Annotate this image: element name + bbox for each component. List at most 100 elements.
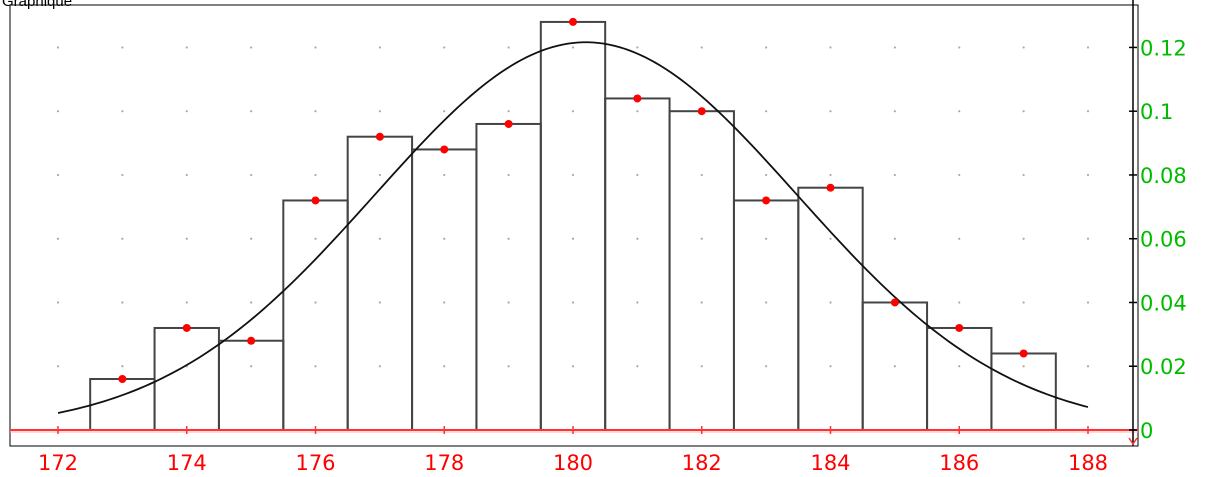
grid-dot bbox=[893, 110, 896, 113]
grid-dot bbox=[958, 173, 961, 177]
x-tick-label: 178 bbox=[424, 451, 464, 475]
grid-dot bbox=[507, 365, 510, 368]
grid-dot bbox=[636, 110, 639, 113]
data-point bbox=[1019, 349, 1028, 358]
grid-dot bbox=[571, 46, 575, 49]
grid-dot bbox=[378, 365, 381, 368]
y-tick-label: 0.08 bbox=[1140, 164, 1187, 188]
grid-dot bbox=[1086, 173, 1090, 177]
plot-frame bbox=[9, 4, 1139, 447]
grid-dot bbox=[1086, 365, 1090, 368]
grid-dot bbox=[1086, 301, 1090, 304]
grid-dot bbox=[378, 46, 381, 49]
grid-dot bbox=[700, 46, 703, 49]
grid-dot bbox=[893, 237, 896, 240]
grid-dot bbox=[829, 110, 832, 113]
grid-dot bbox=[121, 301, 124, 304]
grid-dot bbox=[507, 237, 510, 240]
data-point bbox=[697, 107, 706, 116]
grid-dot bbox=[1022, 365, 1025, 368]
grid-dot bbox=[250, 365, 253, 368]
grid-dot bbox=[314, 173, 317, 177]
x-tick-label: 186 bbox=[939, 451, 979, 475]
grid-dot bbox=[56, 301, 60, 304]
grid-dot bbox=[443, 173, 446, 177]
grid-dot bbox=[56, 110, 60, 113]
data-point bbox=[890, 298, 899, 307]
grid-dot bbox=[314, 237, 317, 240]
data-point bbox=[569, 17, 577, 26]
data-point bbox=[504, 119, 513, 128]
grid-dot bbox=[185, 301, 188, 304]
grid-dot bbox=[443, 365, 446, 368]
grid-dot bbox=[1022, 173, 1025, 177]
grid-dot bbox=[958, 46, 961, 49]
grid-dot bbox=[314, 46, 317, 49]
grid-dot bbox=[121, 237, 124, 240]
grid-dot bbox=[636, 237, 639, 240]
histogram-bar bbox=[668, 110, 735, 431]
grid-dot bbox=[700, 301, 703, 304]
grid-dot bbox=[636, 365, 639, 368]
grid-dot bbox=[1086, 110, 1090, 113]
axis-arrow-icon bbox=[1128, 437, 1138, 446]
grid-dot bbox=[893, 365, 896, 368]
grid-dot bbox=[829, 173, 832, 177]
grid-dot bbox=[185, 46, 188, 49]
y-tick-label: 0 bbox=[1140, 419, 1153, 443]
grid-dot bbox=[121, 173, 124, 177]
grid-dot bbox=[378, 301, 381, 304]
grid-dot bbox=[958, 301, 961, 304]
grid-dot bbox=[378, 110, 381, 113]
histogram-bar bbox=[217, 339, 285, 431]
grid-dot bbox=[571, 110, 575, 113]
histogram-bar bbox=[604, 97, 671, 431]
histogram-bar bbox=[153, 326, 220, 432]
grid-dot bbox=[571, 365, 575, 368]
grid-dot bbox=[893, 173, 896, 177]
grid-dot bbox=[121, 365, 124, 368]
grid-dot bbox=[507, 301, 510, 304]
x-tick-label: 174 bbox=[167, 451, 207, 475]
grid-dot bbox=[507, 46, 510, 49]
grid-dot bbox=[958, 365, 961, 368]
grid-dot bbox=[893, 46, 896, 49]
grid-dot bbox=[1022, 110, 1025, 113]
grid-dot bbox=[829, 365, 832, 368]
y-tick-label: 0.04 bbox=[1140, 291, 1187, 315]
histogram-bar bbox=[732, 199, 800, 431]
grid-dot bbox=[765, 237, 768, 240]
grid-dot bbox=[636, 301, 639, 304]
grid-dot bbox=[700, 173, 703, 177]
histogram-bar bbox=[539, 20, 607, 431]
grid-dot bbox=[314, 365, 317, 368]
grid-dot bbox=[1022, 301, 1025, 304]
x-tick-label: 184 bbox=[810, 451, 850, 475]
grid-dot bbox=[250, 46, 253, 49]
x-tick-label: 180 bbox=[553, 451, 593, 475]
data-point bbox=[118, 374, 127, 383]
grid-dot bbox=[378, 173, 381, 177]
data-point bbox=[440, 145, 449, 154]
grid-dot bbox=[56, 365, 60, 368]
grid-dot bbox=[507, 173, 510, 177]
histogram-bar bbox=[990, 352, 1057, 432]
histogram-bar bbox=[797, 186, 864, 431]
data-point bbox=[826, 183, 835, 192]
y-tick-label: 0.12 bbox=[1140, 36, 1187, 60]
grid-dot bbox=[765, 110, 768, 113]
grid-dot bbox=[958, 237, 961, 240]
grid-dot bbox=[443, 301, 446, 304]
grid-dot bbox=[765, 46, 768, 49]
grid-dot bbox=[56, 173, 60, 177]
histogram-bar bbox=[926, 326, 993, 432]
grid-dot bbox=[1022, 46, 1025, 49]
grid-dot bbox=[1022, 237, 1025, 240]
grid-dot bbox=[121, 110, 124, 113]
histogram-bar bbox=[475, 122, 542, 432]
grid-dot bbox=[765, 365, 768, 368]
grid-dot bbox=[121, 46, 124, 49]
x-tick-label: 182 bbox=[682, 451, 722, 475]
grid-dot bbox=[185, 110, 188, 113]
grid-dot bbox=[765, 173, 768, 177]
